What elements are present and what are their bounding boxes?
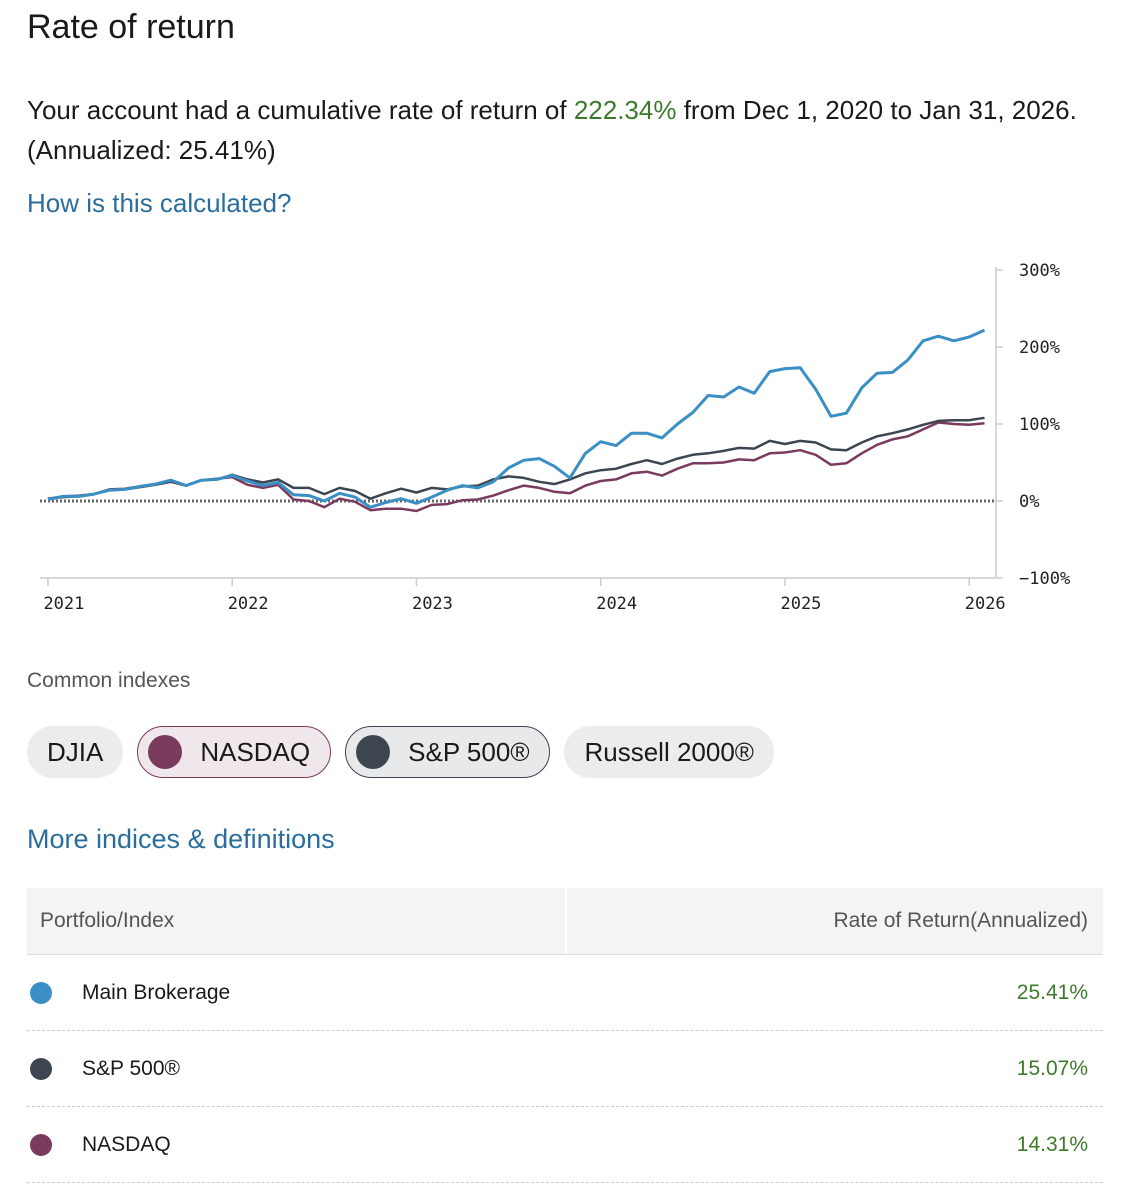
chip-label: NASDAQ bbox=[200, 736, 311, 767]
chip-label: Russell 2000® bbox=[584, 736, 754, 767]
row-value: 15.07% bbox=[1016, 1056, 1088, 1080]
index-chip[interactable]: DJIA bbox=[27, 726, 124, 778]
x-tick-label: 2026 bbox=[965, 594, 1006, 614]
indexes-label: Common indexes bbox=[27, 669, 191, 692]
chart: 300% 200% 100% 0% −100% 2021 2022 2023 2024 2025 2… bbox=[40, 261, 1070, 614]
calc-link[interactable]: How is this calculated? bbox=[27, 188, 292, 218]
y-tick-label: −100% bbox=[1019, 569, 1070, 589]
y-tick-label: 300% bbox=[1019, 261, 1060, 281]
summary-text: from Dec 1, 2020 to Jan 31, 2026. (Annua… bbox=[27, 95, 1085, 165]
table-row: Main Brokerage 25.41% bbox=[27, 955, 1103, 1031]
row-value: 25.41% bbox=[1016, 980, 1088, 1004]
y-tick-label: 0% bbox=[1019, 492, 1039, 512]
row-dot bbox=[30, 981, 52, 1004]
table: Portfolio/Index Rate of Return(Annualize… bbox=[27, 888, 1103, 1183]
table-row: NASDAQ 14.31% bbox=[27, 1107, 1103, 1183]
summary-text: Your account had a cumulative rate of re… bbox=[27, 95, 574, 125]
row-name: S&P 500® bbox=[82, 1056, 180, 1080]
y-tick-label: 200% bbox=[1019, 338, 1060, 358]
row-value: 14.31% bbox=[1016, 1132, 1088, 1156]
chip-label: S&P 500® bbox=[408, 736, 530, 767]
row-name: Main Brokerage bbox=[82, 980, 231, 1004]
x-tick-label: 2022 bbox=[228, 594, 269, 614]
series-line bbox=[47, 416, 985, 500]
cumulative-return: 222.34% bbox=[573, 95, 677, 125]
row-name: NASDAQ bbox=[82, 1132, 171, 1156]
chip-label: DJIA bbox=[47, 736, 104, 767]
index-chip[interactable]: S&P 500® bbox=[345, 726, 551, 778]
series-line bbox=[47, 421, 985, 513]
x-tick-label: 2025 bbox=[780, 594, 821, 614]
summary: Your account had a cumulative rate of re… bbox=[27, 90, 1097, 170]
column-header: Portfolio/Index bbox=[27, 888, 567, 954]
row-dot bbox=[30, 1057, 52, 1080]
index-chip[interactable]: NASDAQ bbox=[137, 726, 332, 778]
table-header: Portfolio/Index Rate of Return(Annualize… bbox=[27, 888, 1103, 955]
y-tick-label: 100% bbox=[1019, 415, 1060, 435]
index-chip[interactable]: Russell 2000® bbox=[564, 726, 774, 778]
chip-dot bbox=[356, 735, 391, 769]
column-header: Rate of Return(Annualized) bbox=[833, 909, 1088, 932]
title: Rate of return bbox=[27, 8, 235, 46]
x-tick-label: 2024 bbox=[596, 594, 637, 614]
row-dot bbox=[30, 1133, 52, 1156]
chips: DJIA NASDAQ S&P 500® Russell 2000® bbox=[27, 726, 774, 778]
table-body: Main Brokerage 25.41% S&P 500® 15.07% NASDAQ… bbox=[27, 955, 1103, 1183]
x-tick-label: 2023 bbox=[412, 594, 453, 614]
chip-dot bbox=[148, 735, 183, 769]
x-tick-label: 2021 bbox=[43, 594, 84, 614]
more-link[interactable]: More indices & definitions bbox=[27, 824, 335, 854]
table-row: S&P 500® 15.07% bbox=[27, 1031, 1103, 1107]
series-line bbox=[47, 328, 986, 509]
